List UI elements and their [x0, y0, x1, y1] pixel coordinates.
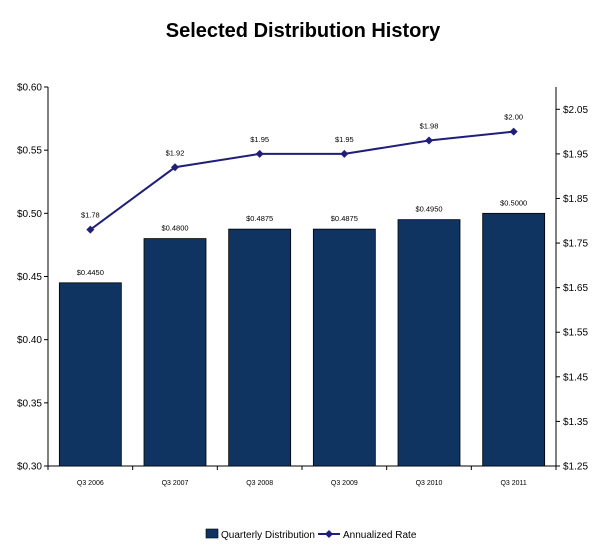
- legend-label-annualized: Annualized Rate: [343, 530, 417, 541]
- chart-title: Selected Distribution History: [166, 20, 441, 42]
- bar: [143, 238, 207, 467]
- left-tick-label: $0.55: [17, 146, 42, 157]
- legend-label-quarterly: Quarterly Distribution: [221, 530, 315, 541]
- right-tick-label: $1.65: [563, 283, 588, 294]
- x-tick-label: Q3 2011: [500, 480, 526, 487]
- bar-data-label: $0.4950: [415, 205, 442, 214]
- line-data-label: $1.95: [250, 135, 269, 144]
- right-tick-label: $1.25: [563, 462, 588, 473]
- left-tick-label: $0.50: [17, 209, 42, 220]
- annualized-rate-line: [89, 130, 514, 231]
- bar: [397, 219, 461, 467]
- line-data-label: $1.95: [335, 135, 354, 144]
- x-tick-label: Q3 2009: [331, 480, 358, 487]
- bar-data-label: $0.5000: [500, 198, 527, 207]
- plot-area: $0.30 $0.35 $0.40 $0.45 $0.50 $0.55 $0.60 $1.25…: [17, 83, 588, 488]
- right-tick-label: $1.55: [563, 328, 588, 339]
- bar-data-label: $0.4875: [246, 214, 273, 223]
- bar: [228, 228, 292, 467]
- left-tick-label: $0.35: [17, 398, 42, 409]
- left-tick-label: $0.45: [17, 272, 42, 283]
- right-tick-label: $2.05: [563, 105, 588, 116]
- right-tick-label: $1.45: [563, 372, 588, 383]
- line-data-label: $2.00: [504, 113, 523, 122]
- legend-swatch-bar: [205, 528, 219, 539]
- line-data-label: $1.78: [81, 211, 100, 220]
- line-point: [340, 149, 349, 158]
- bar-data-label: $0.4800: [161, 224, 188, 233]
- left-tick-label: $0.60: [17, 83, 42, 94]
- line-point: [425, 136, 433, 145]
- right-tick-label: $1.85: [563, 194, 588, 205]
- line-point: [509, 127, 518, 136]
- bar: [312, 228, 376, 467]
- x-tick-label: Q3 2007: [162, 480, 189, 487]
- bar-data-label: $0.4450: [77, 268, 104, 277]
- legend: Quarterly Distribution Annualized Rate: [205, 528, 417, 541]
- line-data-label: $1.98: [420, 122, 439, 131]
- right-tick-label: $1.35: [563, 417, 588, 428]
- x-tick-label: Q3 2010: [416, 480, 443, 487]
- line-point: [86, 225, 95, 234]
- line-point: [171, 163, 179, 172]
- legend-swatch-marker: [325, 530, 333, 538]
- line-point: [255, 149, 264, 158]
- x-tick-label: Q3 2008: [246, 480, 273, 487]
- bar: [482, 212, 546, 467]
- left-tick-label: $0.30: [17, 462, 42, 473]
- right-tick-label: $1.75: [563, 239, 588, 250]
- bar: [58, 282, 122, 467]
- right-tick-label: $1.95: [563, 149, 588, 160]
- left-tick-label: $0.40: [17, 335, 42, 346]
- line-data-label: $1.92: [166, 148, 185, 157]
- x-tick-label: Q3 2006: [77, 480, 104, 487]
- bar-data-label: $0.4875: [331, 214, 358, 223]
